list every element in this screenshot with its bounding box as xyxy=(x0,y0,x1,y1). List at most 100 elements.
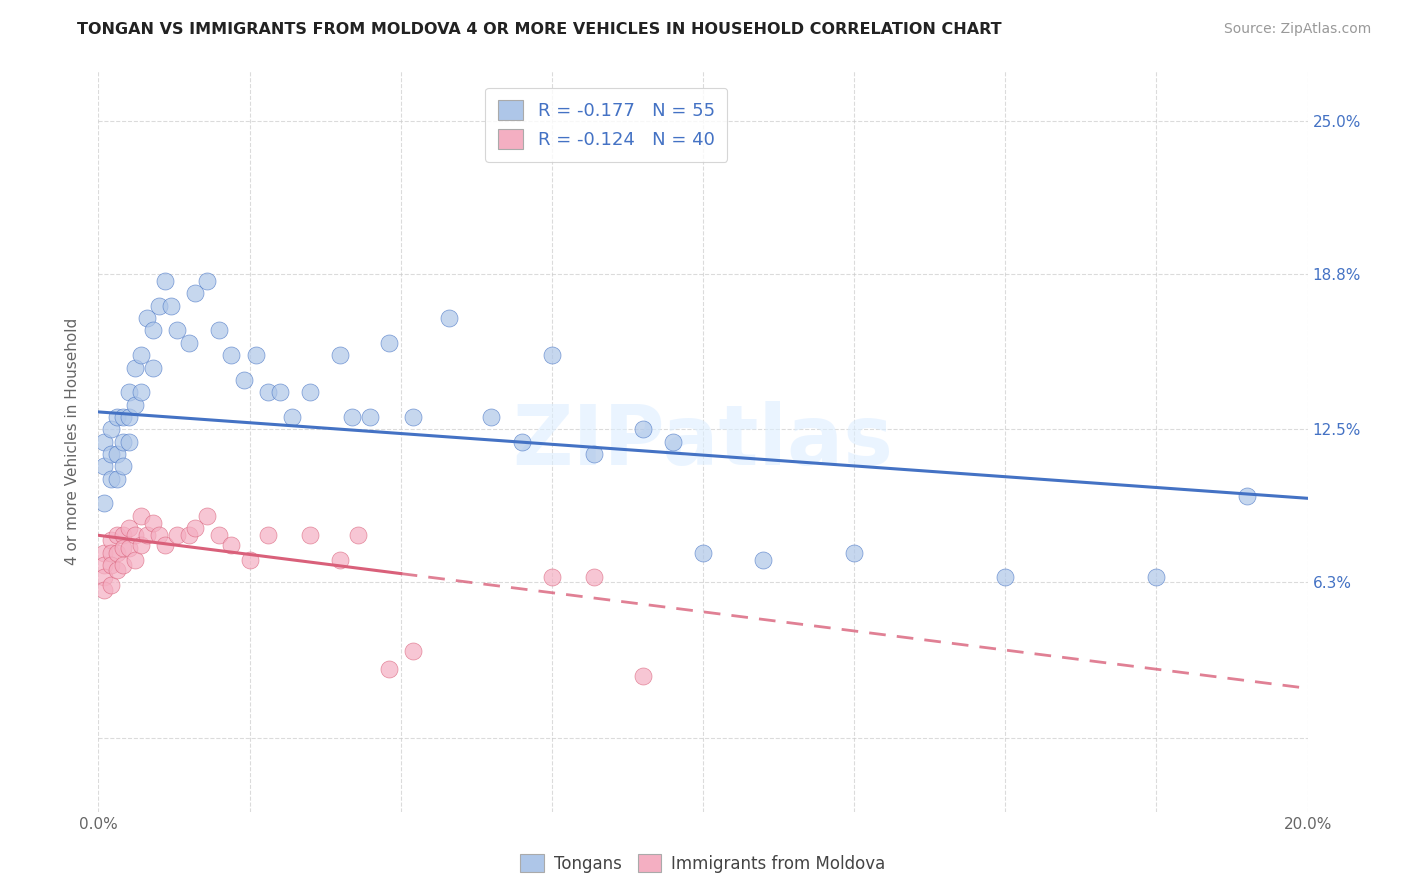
Point xyxy=(583,447,606,461)
Point xyxy=(124,398,146,412)
Point xyxy=(299,528,322,542)
Point xyxy=(631,422,654,436)
Point xyxy=(124,553,146,567)
Point xyxy=(118,541,141,555)
Point xyxy=(245,348,267,362)
Point xyxy=(105,563,128,577)
Text: TONGAN VS IMMIGRANTS FROM MOLDOVA 4 OR MORE VEHICLES IN HOUSEHOLD CORRELATION CH: TONGAN VS IMMIGRANTS FROM MOLDOVA 4 OR M… xyxy=(77,22,1002,37)
Point xyxy=(195,508,218,523)
Point xyxy=(329,348,352,362)
Point xyxy=(269,385,291,400)
Point xyxy=(281,409,304,424)
Point xyxy=(105,472,128,486)
Point xyxy=(510,434,533,449)
Point xyxy=(100,533,122,548)
Point xyxy=(166,528,188,542)
Point xyxy=(105,409,128,424)
Point xyxy=(111,541,134,555)
Point xyxy=(583,570,606,584)
Point xyxy=(844,546,866,560)
Point xyxy=(118,434,141,449)
Point xyxy=(402,409,425,424)
Point xyxy=(93,546,115,560)
Point xyxy=(752,553,775,567)
Point xyxy=(111,558,134,572)
Point xyxy=(360,409,382,424)
Point xyxy=(118,521,141,535)
Point xyxy=(208,528,231,542)
Point xyxy=(342,409,364,424)
Point xyxy=(184,521,207,535)
Point xyxy=(129,348,152,362)
Point xyxy=(299,385,322,400)
Point xyxy=(93,570,115,584)
Point xyxy=(184,286,207,301)
Point xyxy=(377,662,399,676)
Text: ZIPatlas: ZIPatlas xyxy=(513,401,893,482)
Point xyxy=(105,528,128,542)
Point xyxy=(105,447,128,461)
Legend: Tongans, Immigrants from Moldova: Tongans, Immigrants from Moldova xyxy=(513,847,893,880)
Point xyxy=(129,508,152,523)
Point xyxy=(1236,489,1258,503)
Point xyxy=(692,546,714,560)
Point xyxy=(93,582,115,597)
Point xyxy=(232,373,254,387)
Point xyxy=(118,409,141,424)
Point xyxy=(166,324,188,338)
Point xyxy=(93,496,115,510)
Point xyxy=(153,274,176,288)
Point xyxy=(179,335,201,350)
Point xyxy=(111,528,134,542)
Point xyxy=(124,528,146,542)
Point xyxy=(124,360,146,375)
Point xyxy=(1144,570,1167,584)
Point xyxy=(347,528,370,542)
Point xyxy=(437,311,460,326)
Point xyxy=(100,472,122,486)
Point xyxy=(93,558,115,572)
Point xyxy=(100,558,122,572)
Point xyxy=(195,274,218,288)
Point xyxy=(661,434,683,449)
Y-axis label: 4 or more Vehicles in Household: 4 or more Vehicles in Household xyxy=(65,318,80,566)
Point xyxy=(994,570,1017,584)
Point xyxy=(111,434,134,449)
Point xyxy=(153,538,176,552)
Point xyxy=(142,324,165,338)
Point xyxy=(148,528,170,542)
Point xyxy=(135,528,157,542)
Point xyxy=(221,538,243,552)
Point xyxy=(111,459,134,474)
Point xyxy=(100,577,122,591)
Point xyxy=(93,459,115,474)
Point xyxy=(256,385,278,400)
Point xyxy=(100,546,122,560)
Point xyxy=(221,348,243,362)
Point xyxy=(402,644,425,658)
Point xyxy=(129,385,152,400)
Point xyxy=(160,299,183,313)
Point xyxy=(540,348,562,362)
Point xyxy=(239,553,262,567)
Point xyxy=(329,553,352,567)
Point xyxy=(256,528,278,542)
Point xyxy=(129,538,152,552)
Point xyxy=(93,434,115,449)
Point xyxy=(631,669,654,683)
Point xyxy=(148,299,170,313)
Point xyxy=(135,311,157,326)
Point xyxy=(118,385,141,400)
Point xyxy=(142,516,165,530)
Point xyxy=(142,360,165,375)
Point xyxy=(105,546,128,560)
Legend: R = -0.177   N = 55, R = -0.124   N = 40: R = -0.177 N = 55, R = -0.124 N = 40 xyxy=(485,87,727,161)
Point xyxy=(540,570,562,584)
Point xyxy=(111,409,134,424)
Text: Source: ZipAtlas.com: Source: ZipAtlas.com xyxy=(1223,22,1371,37)
Point xyxy=(481,409,503,424)
Point xyxy=(377,335,399,350)
Point xyxy=(100,422,122,436)
Point xyxy=(179,528,201,542)
Point xyxy=(100,447,122,461)
